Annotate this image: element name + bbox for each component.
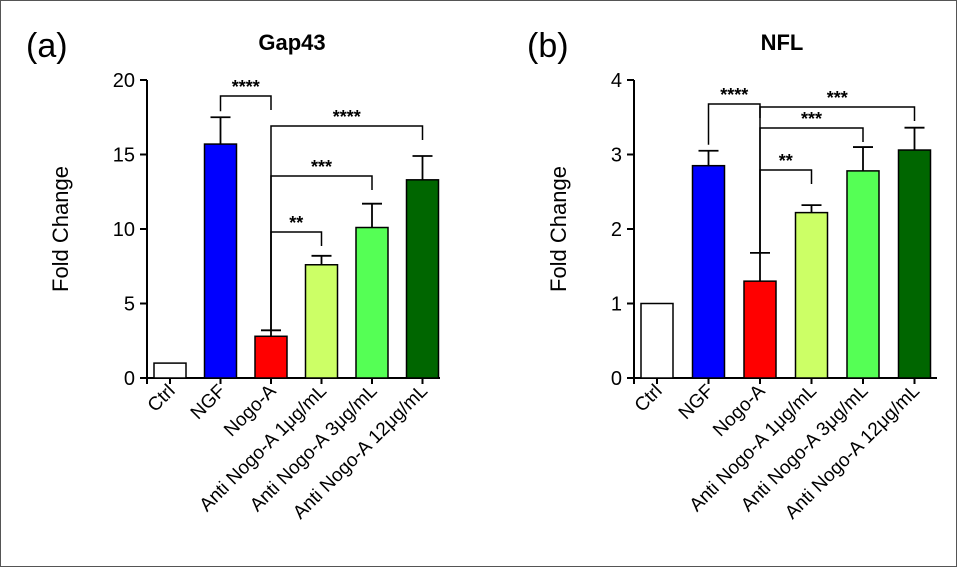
y-tick-label: 2 xyxy=(611,219,622,241)
significance-bracket xyxy=(219,95,272,112)
chart-title: Gap43 xyxy=(258,30,325,55)
y-tick-label: 4 xyxy=(611,70,622,92)
panel-label: (a) xyxy=(26,27,68,65)
significance-bracket xyxy=(759,169,813,253)
y-tick-label: 10 xyxy=(113,219,135,241)
bar-anti-nogo-a-12-g-ml xyxy=(897,149,932,379)
bar-ctrl xyxy=(153,362,187,379)
chart-title: NFL xyxy=(761,30,804,55)
significance-label: **** xyxy=(333,107,361,127)
bar-anti-nogo-a-3-g-ml xyxy=(355,226,389,379)
significance-label: *** xyxy=(311,157,332,177)
significance-bracket xyxy=(707,103,761,145)
significance-bracket xyxy=(759,106,916,253)
y-tick-label: 5 xyxy=(124,294,135,316)
panel-label: (b) xyxy=(527,27,569,65)
y-tick-label: 3 xyxy=(611,145,622,167)
y-axis-label: Fold Change xyxy=(48,166,73,292)
y-tick-label: 15 xyxy=(113,145,135,167)
significance-label: **** xyxy=(720,85,748,105)
bar-anti-nogo-a-3-g-ml xyxy=(846,170,880,379)
significance-label: *** xyxy=(801,109,822,129)
bar-ctrl xyxy=(640,302,674,379)
bar-nogo-a xyxy=(254,335,288,379)
bar-anti-nogo-a-1-g-ml xyxy=(794,211,829,379)
y-tick-label: 0 xyxy=(124,368,135,390)
y-tick-label: 20 xyxy=(113,70,135,92)
bar-anti-nogo-a-12-g-ml xyxy=(405,179,440,379)
x-tick-label: NGF xyxy=(675,381,718,424)
bar-anti-nogo-a-1-g-ml xyxy=(304,264,339,379)
x-tick-label: NGF xyxy=(187,381,230,424)
x-tick-label: Ctrl xyxy=(631,381,667,417)
y-tick-label: 0 xyxy=(611,368,622,390)
bar-ngf xyxy=(203,143,238,379)
bar-nogo-a xyxy=(743,280,777,379)
significance-label: *** xyxy=(827,88,848,108)
significance-label: **** xyxy=(232,77,260,97)
significance-bracket xyxy=(270,231,323,331)
y-tick-label: 1 xyxy=(611,294,622,316)
significance-label: ** xyxy=(289,213,303,233)
x-tick-label: Ctrl xyxy=(144,381,180,417)
bar-ngf xyxy=(691,164,726,379)
significance-label: ** xyxy=(779,151,793,171)
y-axis-label: Fold Change xyxy=(546,166,571,292)
